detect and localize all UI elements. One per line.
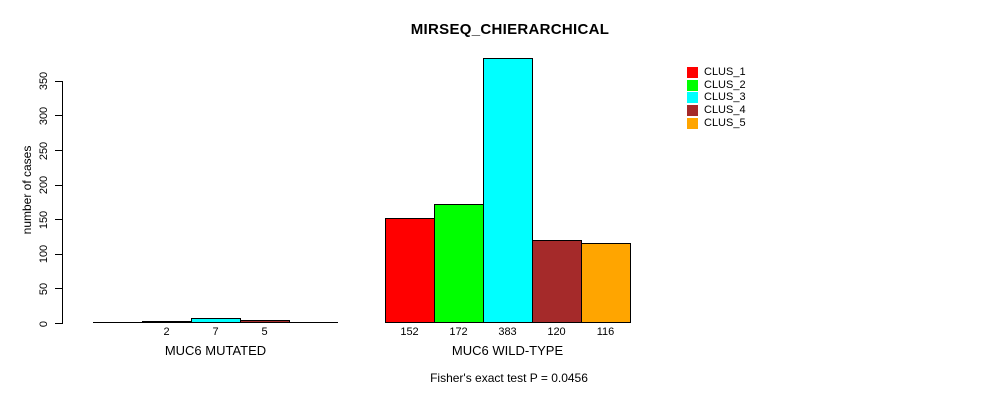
y-axis-tick	[55, 288, 62, 290]
bar-clus_3	[191, 318, 241, 323]
legend-item: CLUS_2	[687, 79, 746, 92]
y-axis-tick-label: 0	[38, 320, 50, 327]
bar-clus_2	[434, 204, 484, 323]
y-axis-tick-label: 250	[38, 141, 50, 160]
legend-label: CLUS_5	[704, 117, 746, 130]
y-axis-tick-label: 200	[38, 175, 50, 195]
y-axis-tick	[55, 184, 62, 186]
bar-clus_1	[385, 218, 435, 323]
y-axis-tick	[55, 219, 62, 221]
group-label: MUC6 WILD-TYPE	[451, 343, 564, 358]
legend-item: CLUS_5	[687, 117, 746, 130]
y-axis-title: number of cases	[20, 145, 34, 235]
y-axis-line	[62, 80, 63, 324]
legend-item: CLUS_3	[687, 92, 746, 105]
bar-clus_5	[581, 243, 631, 323]
legend-swatch-icon	[687, 79, 698, 91]
y-axis-tick-label: 350	[38, 72, 50, 91]
bar-clus_4	[240, 320, 290, 323]
legend-label: CLUS_3	[704, 91, 746, 104]
bar-value-label: 5	[261, 326, 268, 338]
legend-label: CLUS_1	[704, 65, 746, 78]
bar-clus_4	[532, 240, 582, 323]
group-label: MUC6 MUTATED	[164, 343, 267, 358]
legend-swatch-icon	[687, 92, 698, 104]
legend-swatch-icon	[687, 118, 698, 130]
legend-item: CLUS_1	[687, 66, 746, 79]
bar-value-label: 2	[163, 326, 170, 338]
y-axis-tick-label: 100	[38, 245, 50, 264]
legend-label: CLUS_2	[704, 78, 746, 91]
fisher-test-caption: Fisher's exact test P = 0.0456	[430, 371, 588, 385]
bar-clus_2	[142, 321, 192, 323]
bar-clus_3	[483, 58, 533, 323]
bar-value-label: 120	[547, 326, 566, 338]
bar-value-label: 383	[498, 326, 517, 338]
y-axis-tick-label: 300	[38, 106, 50, 126]
legend-swatch-icon	[687, 105, 698, 117]
y-axis-tick	[55, 323, 62, 324]
y-axis-tick-label: 50	[38, 282, 50, 296]
bar-value-label: 7	[212, 326, 219, 338]
legend-item: CLUS_4	[687, 104, 746, 117]
legend-label: CLUS_4	[704, 104, 746, 117]
y-axis-tick	[55, 115, 62, 117]
legend-swatch-icon	[687, 66, 698, 78]
y-axis-tick	[55, 80, 62, 82]
legend: CLUS_1 CLUS_2 CLUS_3 CLUS_4 CLUS_5	[687, 66, 746, 130]
y-axis-tick	[55, 150, 62, 152]
chart-title: MIRSEQ_CHIERARCHICAL	[410, 21, 610, 38]
bar-value-label: 116	[596, 326, 615, 338]
bar-value-label: 172	[449, 326, 468, 338]
bar-value-label: 152	[400, 326, 419, 338]
y-axis-tick-label: 150	[38, 210, 50, 229]
y-axis-tick	[55, 253, 62, 255]
